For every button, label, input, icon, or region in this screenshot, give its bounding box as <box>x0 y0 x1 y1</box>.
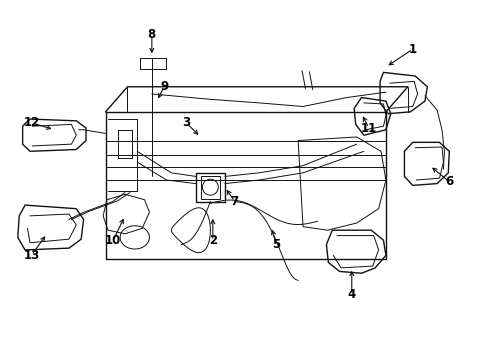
Text: 11: 11 <box>360 122 376 135</box>
Text: 10: 10 <box>104 234 121 247</box>
Text: 9: 9 <box>160 80 168 93</box>
Text: 5: 5 <box>271 238 280 251</box>
Text: 13: 13 <box>23 249 40 262</box>
Text: 2: 2 <box>208 234 216 247</box>
Text: 3: 3 <box>182 116 190 129</box>
Text: 1: 1 <box>408 42 416 55</box>
Text: 6: 6 <box>444 175 452 188</box>
Text: 8: 8 <box>147 28 156 41</box>
Text: 4: 4 <box>347 288 355 301</box>
Text: 7: 7 <box>230 195 238 208</box>
Text: 12: 12 <box>23 116 40 129</box>
